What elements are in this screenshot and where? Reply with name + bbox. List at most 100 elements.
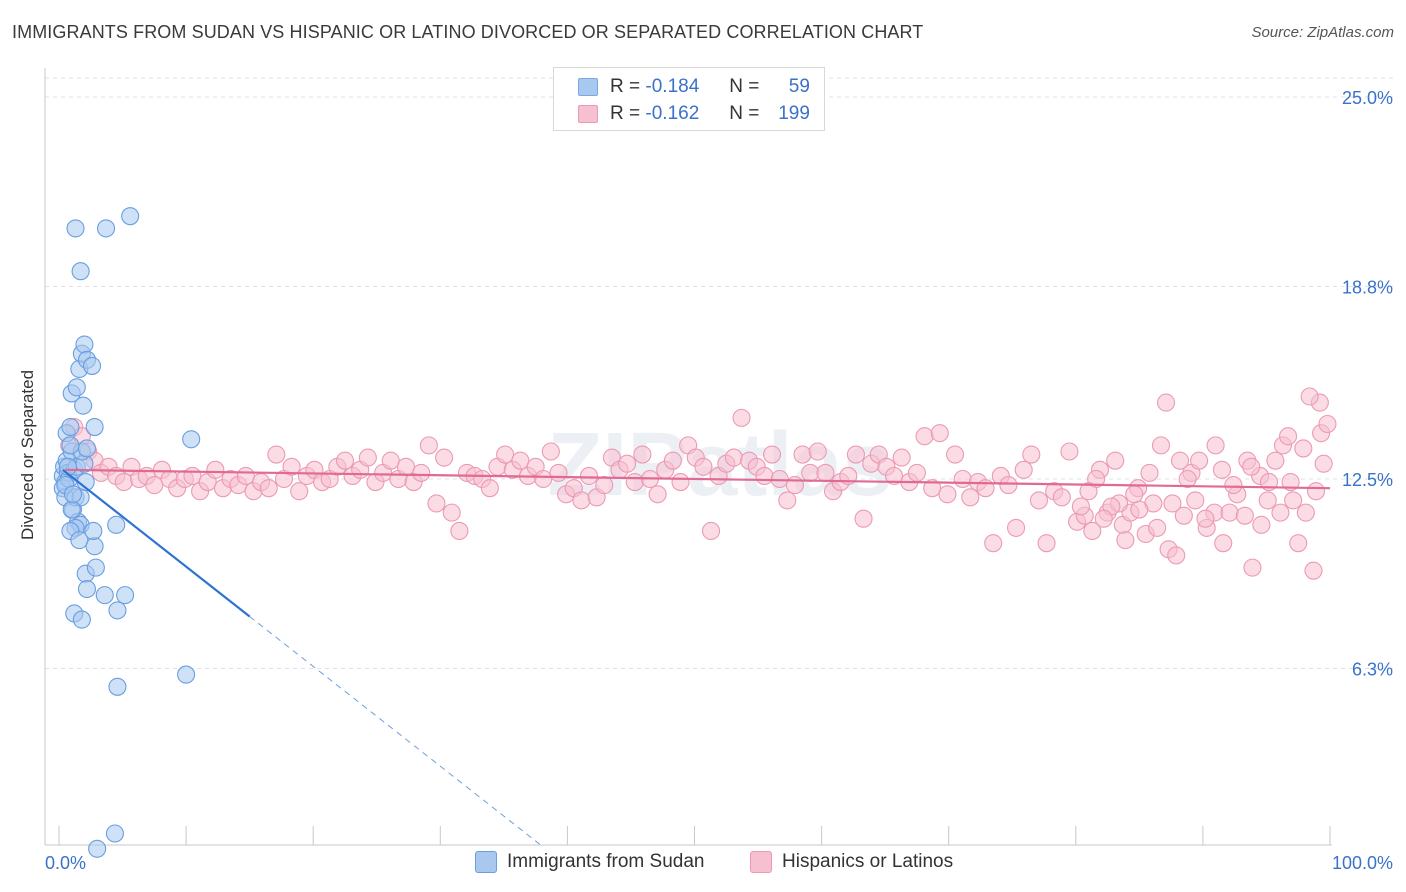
data-point	[884, 466, 904, 485]
data-point	[1125, 485, 1144, 504]
data-point	[625, 473, 644, 492]
legend-swatch-hispanic	[578, 105, 598, 123]
data-point	[1252, 515, 1271, 534]
y-tick-label: 12.5%	[1342, 470, 1393, 490]
data-point	[236, 466, 255, 485]
data-point	[1242, 457, 1261, 476]
data-point	[854, 509, 873, 528]
data-point	[419, 436, 438, 455]
data-point	[1151, 436, 1171, 455]
n-value: 59	[788, 76, 810, 97]
n-label: N =	[729, 76, 760, 97]
bottom-legend-sudan[interactable]: Immigrants from Sudan	[475, 851, 704, 873]
data-point	[633, 445, 652, 464]
data-point	[1186, 491, 1205, 510]
data-point	[1284, 491, 1303, 510]
data-point	[496, 445, 515, 464]
bottom-legend-label-hispanic: Hispanics or Latinos	[782, 851, 954, 872]
data-point	[1281, 473, 1300, 492]
data-point	[61, 417, 80, 437]
data-point	[1071, 497, 1090, 516]
data-point	[66, 219, 85, 238]
data-point	[1314, 454, 1333, 473]
data-point	[923, 479, 942, 498]
r-value: -0.184	[645, 76, 700, 97]
data-point	[450, 521, 469, 541]
data-point	[793, 445, 812, 464]
data-point	[85, 417, 104, 437]
data-point	[96, 219, 116, 238]
data-point	[63, 485, 83, 504]
data-point	[82, 356, 102, 375]
data-points	[53, 207, 1337, 858]
data-point	[732, 408, 751, 427]
data-point	[694, 457, 713, 476]
data-point	[259, 479, 278, 498]
data-point	[61, 436, 80, 455]
data-point	[1178, 469, 1197, 489]
data-point	[801, 463, 820, 482]
data-point	[1163, 494, 1182, 513]
bottom-legend-swatch-hispanic	[750, 851, 772, 873]
data-point	[1079, 482, 1098, 501]
data-point	[1116, 531, 1135, 550]
data-point	[67, 378, 86, 397]
y-tick-label: 18.8%	[1342, 277, 1393, 297]
data-point	[86, 558, 105, 577]
data-point	[1130, 500, 1149, 519]
x-tick-label-min: 0.0%	[45, 853, 86, 873]
data-point	[1266, 451, 1285, 470]
data-point	[511, 451, 530, 470]
r-label: R =	[610, 76, 641, 97]
data-point	[671, 473, 690, 492]
data-point	[1235, 506, 1254, 525]
data-point	[618, 454, 637, 473]
data-point	[1289, 534, 1308, 553]
data-point	[892, 448, 911, 467]
data-point	[762, 445, 782, 464]
data-point	[1279, 427, 1298, 446]
bottom-legend-hispanic[interactable]: Hispanics or Latinos	[750, 851, 953, 873]
data-point	[1294, 439, 1313, 458]
data-point	[907, 463, 926, 482]
data-point	[1029, 491, 1048, 510]
data-point	[116, 586, 135, 605]
r-label: R =	[610, 103, 641, 124]
data-point	[62, 500, 81, 519]
data-point	[961, 488, 980, 507]
data-point	[107, 515, 126, 534]
data-point	[396, 457, 416, 476]
legend-swatch-sudan	[578, 78, 598, 96]
data-point	[84, 521, 103, 541]
bottom-legend-label-sudan: Immigrants from Sudan	[507, 851, 705, 872]
data-point	[1167, 546, 1186, 565]
data-point	[282, 457, 301, 476]
legend-row-hispanic: R = -0.162 N = 199	[578, 102, 810, 126]
r-value: -0.162	[645, 103, 700, 124]
data-point	[785, 476, 804, 495]
data-point	[1300, 387, 1319, 406]
data-point	[1206, 436, 1225, 455]
data-point	[930, 424, 949, 443]
data-point	[778, 491, 797, 510]
data-point	[75, 335, 94, 354]
data-point	[381, 451, 400, 470]
data-point	[1060, 442, 1079, 461]
data-point	[808, 442, 827, 461]
data-point	[1243, 558, 1262, 577]
data-point	[1156, 393, 1176, 412]
legend-row-sudan: R = -0.184 N = 59	[578, 75, 810, 99]
data-point	[77, 579, 97, 599]
data-point	[648, 485, 667, 504]
data-point	[770, 469, 789, 489]
data-point	[1212, 460, 1232, 479]
data-point	[595, 476, 614, 495]
data-point	[108, 677, 127, 696]
data-point	[1190, 451, 1209, 470]
data-point	[701, 521, 721, 541]
data-point	[182, 430, 201, 449]
y-tick-label: 6.3%	[1352, 659, 1393, 679]
trend-line-hispanic	[65, 468, 1331, 490]
data-point	[1014, 460, 1033, 479]
